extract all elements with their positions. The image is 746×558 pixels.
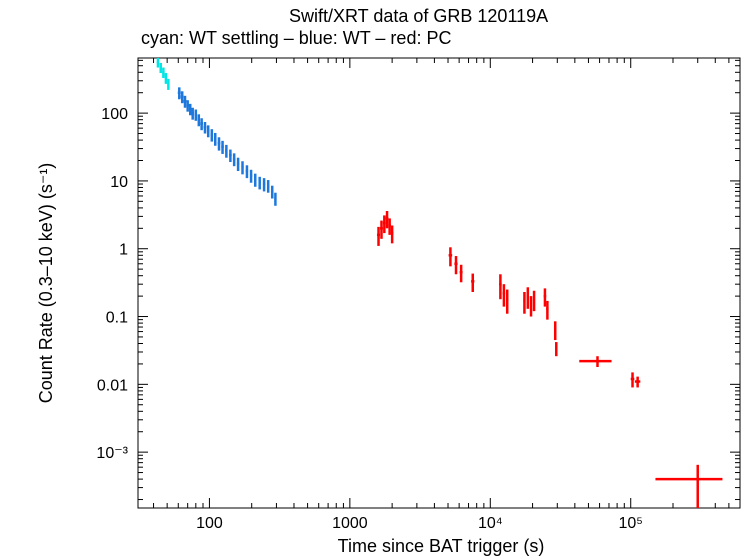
data-point [206, 125, 210, 138]
data-point [159, 62, 162, 74]
data-point [543, 288, 547, 307]
data-point [183, 95, 187, 108]
data-point [191, 107, 194, 120]
data-point [180, 91, 184, 104]
y-tick-label: 100 [101, 106, 128, 123]
data-point [388, 218, 391, 235]
series-wt [177, 87, 277, 206]
data-point [579, 356, 612, 368]
x-axis-ticks: 100 1000 10⁴ 10⁵ [196, 58, 643, 532]
data-point [376, 226, 381, 246]
data-point [505, 289, 509, 314]
data-point [188, 103, 192, 116]
data-point [200, 118, 204, 131]
data-point [232, 153, 236, 167]
data-point [630, 372, 635, 388]
x-tick-label: 100 [196, 515, 223, 532]
data-point [448, 247, 453, 267]
y-tick-label: 0.01 [97, 377, 128, 394]
x-axis-label: Time since BAT trigger (s) [338, 536, 545, 556]
y-tick-label: 0.1 [106, 310, 128, 327]
x-tick-label: 10⁵ [619, 515, 643, 532]
x-tick-label: 10⁴ [478, 515, 503, 532]
data-point [197, 114, 201, 127]
data-point [380, 220, 383, 239]
data-point [634, 376, 641, 388]
data-point [221, 140, 224, 154]
data-point [502, 284, 506, 307]
data-point [385, 211, 389, 229]
data-point [258, 176, 261, 190]
data-point [245, 165, 249, 179]
data-point [266, 180, 270, 193]
data-point [225, 144, 228, 158]
data-point [249, 169, 253, 183]
y-axis-label: Count Rate (0.3–10 keV) (s⁻¹) [36, 163, 56, 404]
series-wt-settling [156, 58, 170, 90]
y-tick-label: 10⁻³ [96, 445, 128, 462]
data-point [156, 58, 160, 68]
data-point [164, 73, 168, 84]
chart-title: Swift/XRT data of GRB 120119A [289, 6, 549, 26]
y-tick-label: 1 [119, 242, 128, 259]
data-point [532, 290, 536, 312]
data-point [555, 342, 558, 357]
data-point [499, 274, 502, 300]
data-point [213, 132, 217, 146]
data-point [274, 192, 277, 206]
data-point [177, 87, 181, 100]
data-point [655, 464, 723, 508]
data-point [526, 287, 530, 309]
data-point [390, 225, 394, 244]
data-point [162, 67, 165, 78]
series-pc [376, 211, 723, 508]
data-point [459, 264, 463, 283]
data-point [203, 121, 207, 134]
data-point [471, 273, 475, 293]
data-point [270, 185, 274, 199]
minor-ticks [138, 58, 741, 508]
data-point [186, 100, 189, 112]
data-point [236, 157, 240, 172]
data-point [529, 296, 533, 317]
y-tick-label: 10 [110, 174, 128, 191]
data-point [194, 109, 198, 121]
y-axis-ticks: 100 10 1 0.1 0.01 10⁻³ [96, 106, 740, 462]
data-point [262, 178, 266, 192]
data-point [217, 137, 221, 151]
data-point [546, 300, 549, 320]
data-point [229, 149, 232, 163]
data-series [156, 58, 723, 508]
data-point [454, 256, 458, 275]
data-point [254, 173, 257, 187]
data-point [167, 78, 170, 90]
data-point [210, 129, 214, 142]
data-point [382, 215, 386, 234]
chart-subtitle: cyan: WT settling – blue: WT – red: PC [141, 28, 452, 48]
x-tick-label: 1000 [332, 515, 368, 532]
plot-frame [137, 57, 741, 509]
data-point [553, 321, 557, 341]
data-point [523, 292, 526, 314]
data-point [241, 161, 244, 175]
